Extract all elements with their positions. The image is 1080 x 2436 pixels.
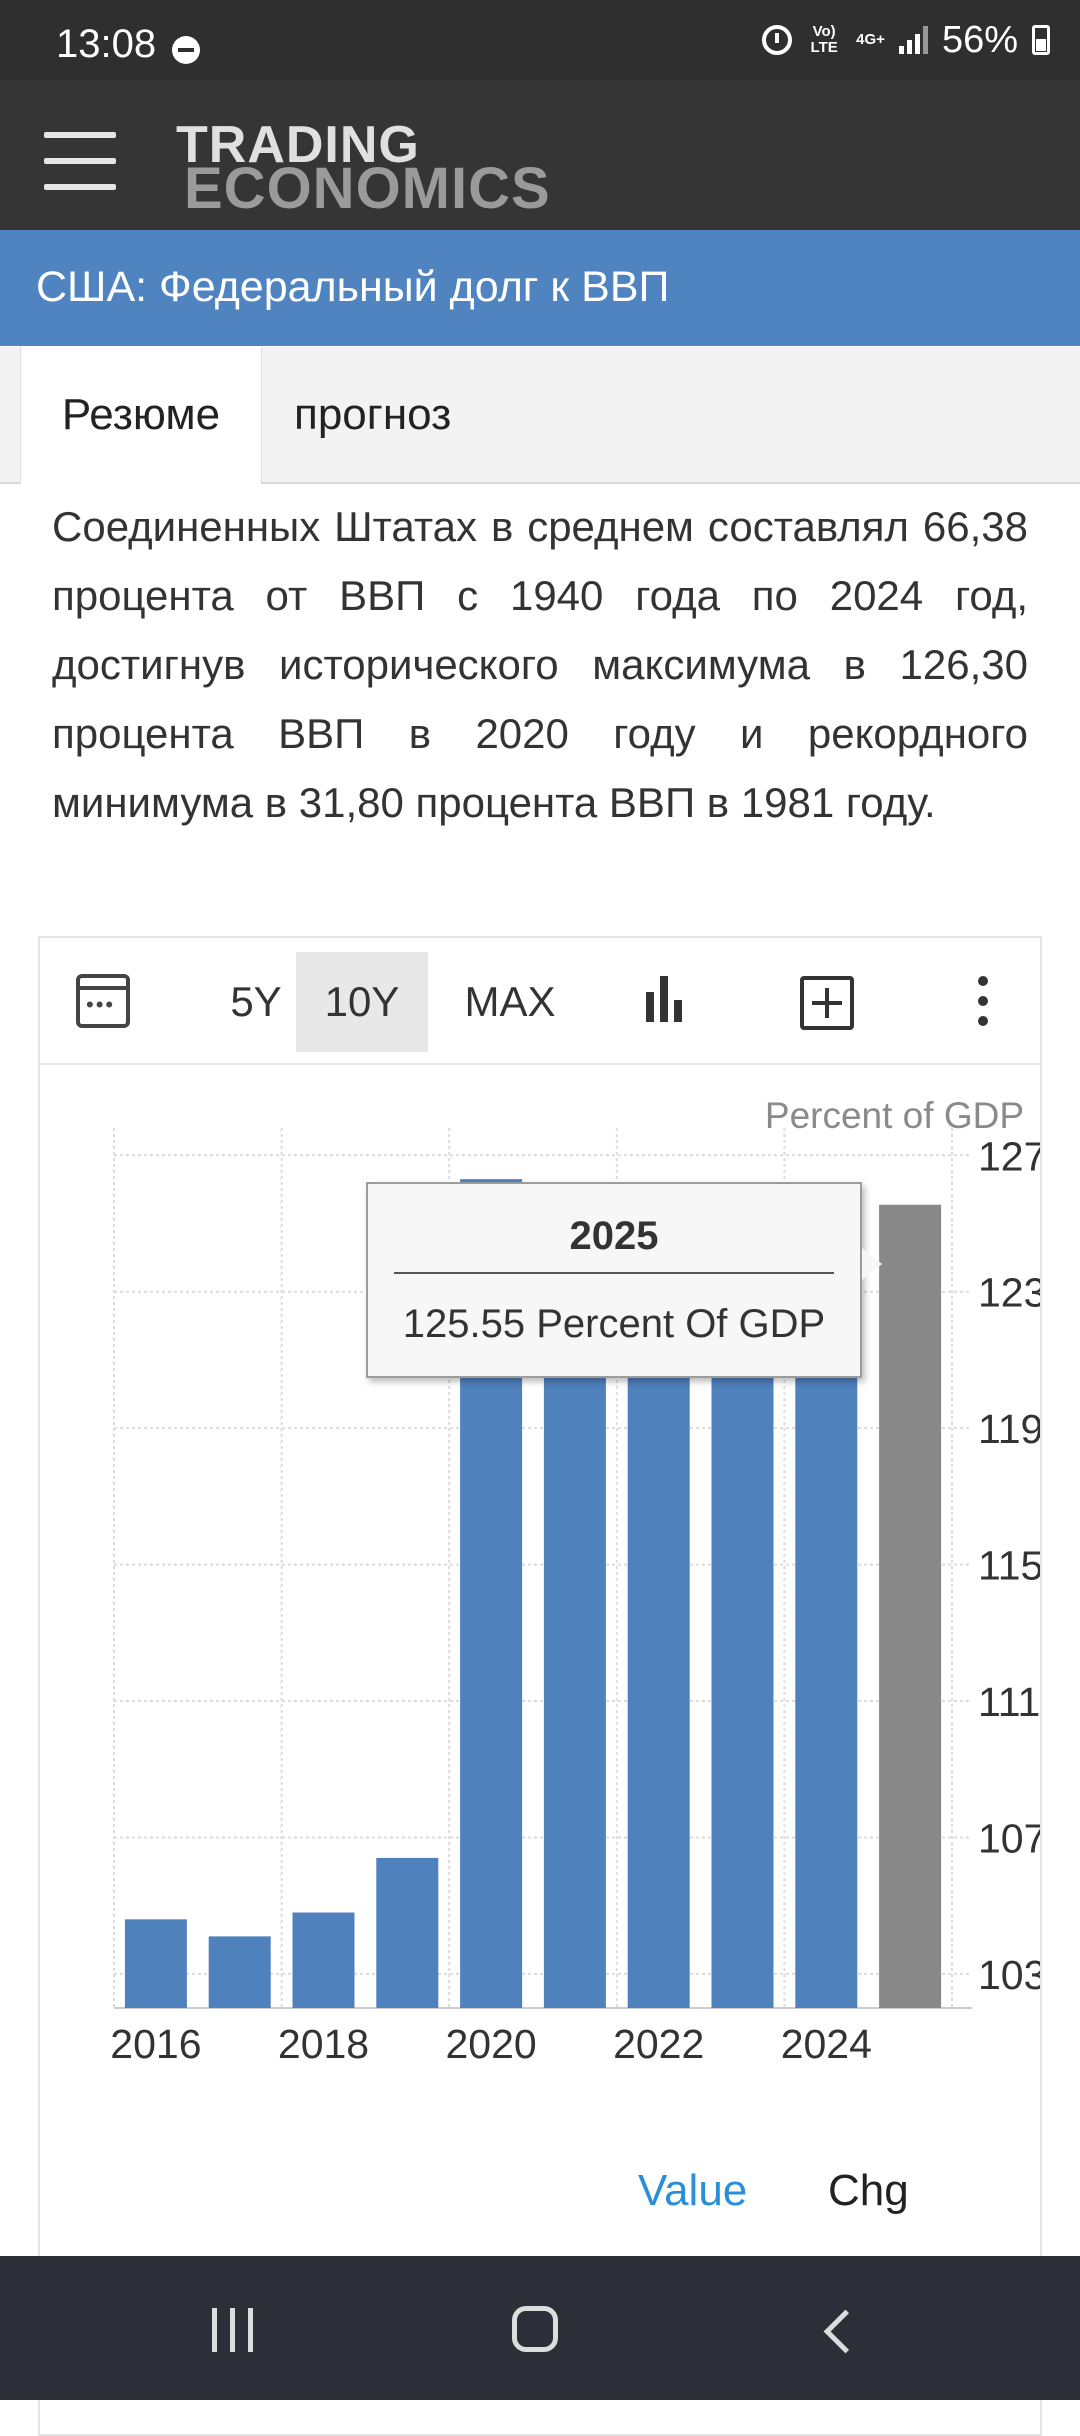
bar-chart-icon[interactable] bbox=[646, 976, 692, 1022]
page-title: США: Федеральный долг к ВВП bbox=[36, 263, 670, 311]
range-5y-button[interactable]: 5Y bbox=[230, 978, 282, 1025]
app-bar: TRADING ECONOMICS bbox=[0, 80, 1080, 230]
network-4g-label: 4G+ bbox=[856, 31, 885, 48]
trading-economics-logo[interactable]: TRADING ECONOMICS bbox=[176, 116, 551, 221]
y-tick-label: 127 bbox=[978, 1133, 1040, 1179]
title-bar: США: Федеральный долг к ВВП bbox=[0, 230, 1080, 346]
bar-2018 bbox=[292, 1912, 355, 2008]
chart-toolbar: 5Y 10Y MAX bbox=[40, 938, 1040, 1065]
x-tick-label: 2020 bbox=[445, 2021, 536, 2067]
y-tick-label: 111 bbox=[978, 1679, 1040, 1725]
bar-2021 bbox=[543, 1278, 606, 2008]
y-tick-label: 123 bbox=[978, 1270, 1040, 1316]
back-icon[interactable] bbox=[823, 2309, 868, 2354]
bar-2016 bbox=[124, 1919, 187, 2008]
recent-apps-icon[interactable] bbox=[212, 2308, 256, 2352]
y-tick-label: 103 bbox=[978, 1952, 1040, 1998]
y-tick-label: 119 bbox=[978, 1406, 1040, 1452]
description-text: Соединенных Штатах в среднем составлял 6… bbox=[52, 503, 1028, 826]
more-options-icon[interactable] bbox=[978, 976, 990, 1026]
status-time: 13:08 bbox=[56, 22, 157, 66]
signal-icon bbox=[898, 26, 928, 54]
tab-summary[interactable]: Резюме bbox=[20, 347, 262, 484]
x-tick-label: 2024 bbox=[781, 2021, 872, 2067]
tooltip-value: 125.55 Percent Of GDP bbox=[402, 1302, 826, 1346]
x-tick-label: 2022 bbox=[613, 2021, 704, 2067]
bar-2023 bbox=[711, 1315, 774, 2008]
tooltip-year: 2025 bbox=[569, 1214, 659, 1258]
do-not-disturb-icon bbox=[172, 36, 200, 64]
tab-bar: Резюме прогноз bbox=[0, 347, 1080, 484]
calendar-icon[interactable] bbox=[76, 974, 130, 1028]
chart-tooltip: 2025 125.55 Percent Of GDP bbox=[366, 1182, 882, 1378]
system-nav-bar bbox=[0, 2256, 1080, 2400]
battery-icon bbox=[1032, 25, 1050, 55]
range-10y-button[interactable]: 10Y bbox=[296, 952, 428, 1052]
logo-line-1: TRADING bbox=[176, 116, 420, 174]
add-indicator-icon[interactable] bbox=[800, 976, 854, 1030]
bar-2017 bbox=[208, 1936, 271, 2008]
battery-percent: 56% bbox=[941, 18, 1018, 61]
chart-card: 5Y 10Y MAX Percent of GDP 103 107 111 115 11… bbox=[38, 936, 1042, 2436]
bar-2019 bbox=[376, 1857, 439, 2008]
status-bar: 13:08 Vo) LTE 4G+ 56% bbox=[0, 0, 1080, 80]
alarm-icon bbox=[762, 25, 793, 55]
tooltip-divider bbox=[394, 1272, 834, 1274]
bar-2024 bbox=[795, 1288, 858, 2008]
y-tick-label: 107 bbox=[978, 1815, 1040, 1861]
x-tick-label: 2018 bbox=[278, 2021, 369, 2067]
y-tick-label: 115 bbox=[978, 1543, 1040, 1589]
mode-chg-button[interactable]: Chg bbox=[828, 2166, 909, 2215]
x-tick-label: 2016 bbox=[110, 2021, 201, 2067]
mode-value-button[interactable]: Value bbox=[638, 2166, 748, 2215]
chart-unit-label: Percent of GDP bbox=[764, 1095, 1024, 1136]
home-icon[interactable] bbox=[512, 2306, 558, 2352]
logo-line-2: ECONOMICS bbox=[184, 156, 551, 221]
hamburger-menu-icon[interactable] bbox=[44, 132, 116, 190]
bar-2025 bbox=[879, 1204, 942, 2008]
tab-forecast[interactable]: прогноз bbox=[294, 390, 452, 439]
status-icons: Vo) LTE 4G+ 56% bbox=[762, 18, 1050, 62]
bar-2022 bbox=[627, 1346, 690, 2008]
range-max-button[interactable]: MAX bbox=[464, 978, 556, 1025]
volte-label: Vo) LTE bbox=[810, 23, 838, 56]
bar-chart: 103 107 111 115 119 123 127 2016 2018 2020 2022 202… bbox=[110, 1128, 1040, 2067]
